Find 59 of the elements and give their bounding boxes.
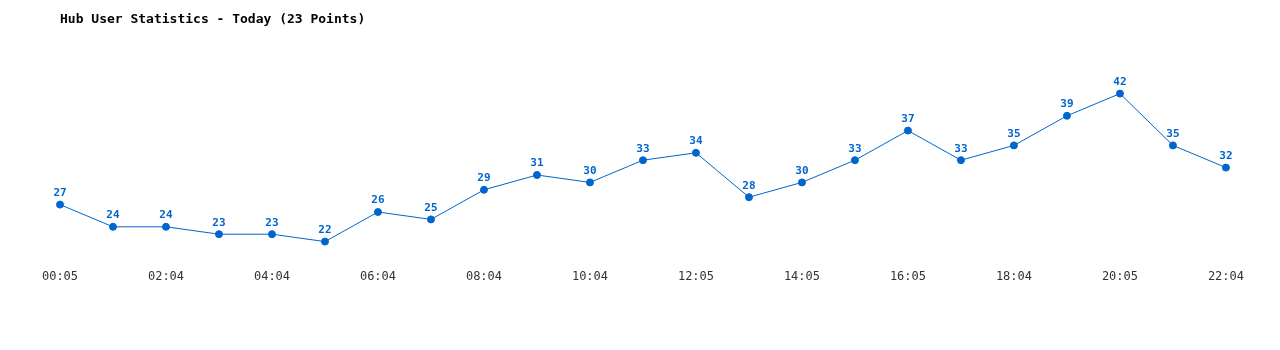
x-tick-label: 04:04 xyxy=(253,268,291,283)
point xyxy=(56,200,64,209)
point xyxy=(797,178,806,187)
x-tick-label: 06:04 xyxy=(359,268,397,283)
point xyxy=(109,222,117,231)
x-tick-label: 22:04 xyxy=(1207,268,1244,283)
chart-title: Hub User Statistics - Today (23 Points) xyxy=(60,11,366,27)
point xyxy=(1168,141,1177,150)
data-label: 28 xyxy=(742,178,756,192)
point xyxy=(850,156,859,165)
x-tick-label: 16:05 xyxy=(889,268,927,283)
x-tick-label: 00:05 xyxy=(41,268,79,283)
data-label: 24 xyxy=(159,208,173,222)
x-tick-label: 02:04 xyxy=(147,268,185,283)
data-label: 32 xyxy=(1219,148,1233,162)
data-label: 23 xyxy=(212,215,226,229)
point xyxy=(744,193,753,202)
data-label: 34 xyxy=(689,134,703,148)
data-label: 39 xyxy=(1060,97,1074,111)
point xyxy=(479,185,488,194)
data-label: 30 xyxy=(795,163,809,177)
data-label: 23 xyxy=(265,215,279,229)
data-label: 35 xyxy=(1166,126,1180,140)
x-tick-label: 20:05 xyxy=(1101,268,1139,283)
data-label: 30 xyxy=(583,163,597,177)
point xyxy=(373,208,382,216)
point xyxy=(161,222,170,231)
data-label: 27 xyxy=(53,185,67,199)
point xyxy=(691,148,700,157)
data-label: 37 xyxy=(901,111,915,125)
x-tick-label: 12:05 xyxy=(677,268,715,283)
point xyxy=(585,178,594,187)
data-label: 31 xyxy=(530,156,544,170)
data-label: 33 xyxy=(954,141,968,155)
point xyxy=(320,237,329,246)
point xyxy=(1009,141,1018,150)
point xyxy=(956,156,965,165)
data-label: 42 xyxy=(1113,74,1127,88)
point xyxy=(214,230,223,239)
point xyxy=(532,171,541,179)
data-label: 22 xyxy=(318,222,332,236)
data-label: 24 xyxy=(106,208,120,222)
x-tick-label: 08:04 xyxy=(465,268,503,283)
point xyxy=(426,215,435,224)
point xyxy=(1115,89,1124,98)
data-label: 33 xyxy=(636,141,650,155)
data-label: 35 xyxy=(1007,126,1021,140)
point xyxy=(903,126,912,135)
data-label: 29 xyxy=(477,171,491,185)
point xyxy=(1221,163,1230,172)
data-label: 33 xyxy=(848,141,862,155)
point xyxy=(638,156,647,165)
x-tick-label: 14:05 xyxy=(783,268,821,283)
data-label: 26 xyxy=(371,193,385,207)
x-tick-label: 10:04 xyxy=(571,268,609,283)
point xyxy=(1062,111,1071,120)
x-tick-label: 18:04 xyxy=(995,268,1033,283)
data-label: 25 xyxy=(424,200,438,214)
point xyxy=(267,230,276,239)
